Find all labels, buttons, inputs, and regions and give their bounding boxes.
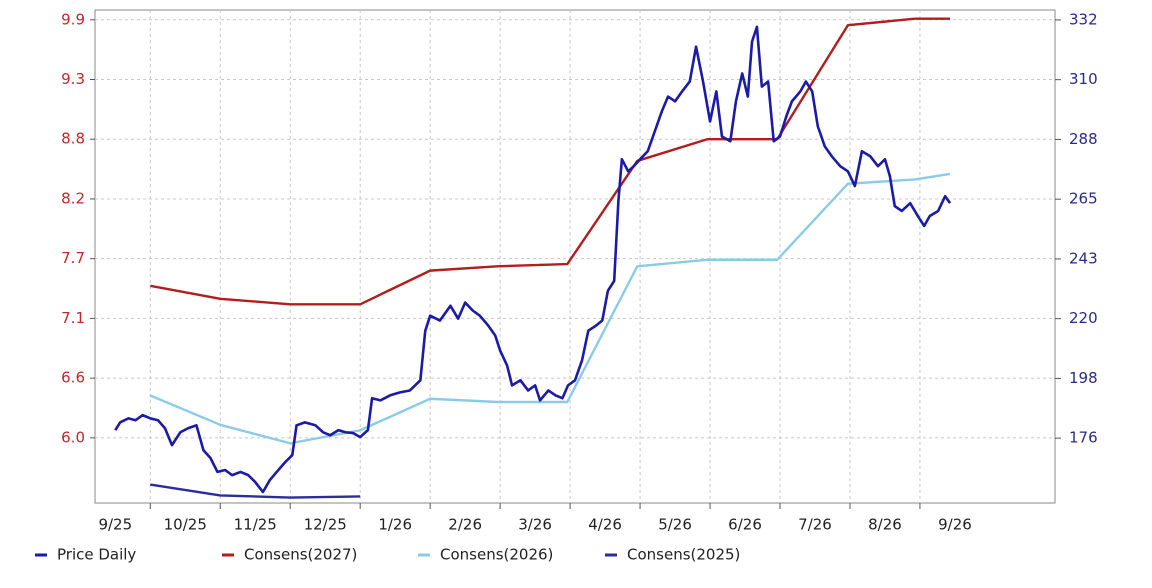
y-tick-label: 7.7 [61, 249, 85, 267]
y-tick-label: 6.6 [61, 369, 85, 387]
series-line [150, 483, 361, 499]
series-line [149, 172, 951, 445]
plot-area [94, 9, 1056, 504]
x-tick-label: 11/25 [234, 516, 277, 534]
legend-label: Consens(2027) [244, 546, 357, 564]
x-tick-label: 9/25 [98, 516, 132, 534]
y-tick-label: 8.2 [61, 189, 85, 207]
x-tick-label: 6/26 [728, 516, 762, 534]
x-tick-label: 8/26 [868, 516, 902, 534]
x-tick-label: 9/26 [938, 516, 972, 534]
x-tick-label: 4/26 [588, 516, 622, 534]
x-tick-label: 10/25 [164, 516, 207, 534]
y-tick-label: 7.1 [61, 309, 85, 327]
y2-tick-label: 243 [1069, 249, 1098, 267]
y-tick-label: 9.3 [61, 70, 85, 88]
y2-tick-label: 265 [1069, 190, 1098, 208]
y-tick-label: 9.9 [61, 10, 85, 28]
x-tick-label: 3/26 [518, 516, 552, 534]
y2-tick-label: 176 [1069, 429, 1098, 447]
y2-tick-label: 332 [1069, 10, 1098, 28]
legend-label: Consens(2025) [627, 546, 740, 564]
legend-label: Consens(2026) [440, 546, 553, 564]
y2-tick-label: 220 [1069, 309, 1098, 327]
legend-label: Price Daily [57, 546, 136, 564]
y-tick-label: 8.8 [61, 130, 85, 148]
y2-tick-label: 198 [1069, 369, 1098, 387]
y-tick-label: 6.0 [61, 428, 85, 446]
y2-tick-label: 310 [1069, 70, 1098, 88]
x-tick-label: 12/25 [304, 516, 347, 534]
x-tick-label: 7/26 [798, 516, 832, 534]
x-tick-label: 1/26 [378, 516, 412, 534]
series-line [150, 17, 951, 306]
x-tick-label: 2/26 [448, 516, 482, 534]
y2-tick-label: 288 [1069, 130, 1098, 148]
series-line [114, 25, 952, 494]
x-tick-label: 5/26 [658, 516, 692, 534]
